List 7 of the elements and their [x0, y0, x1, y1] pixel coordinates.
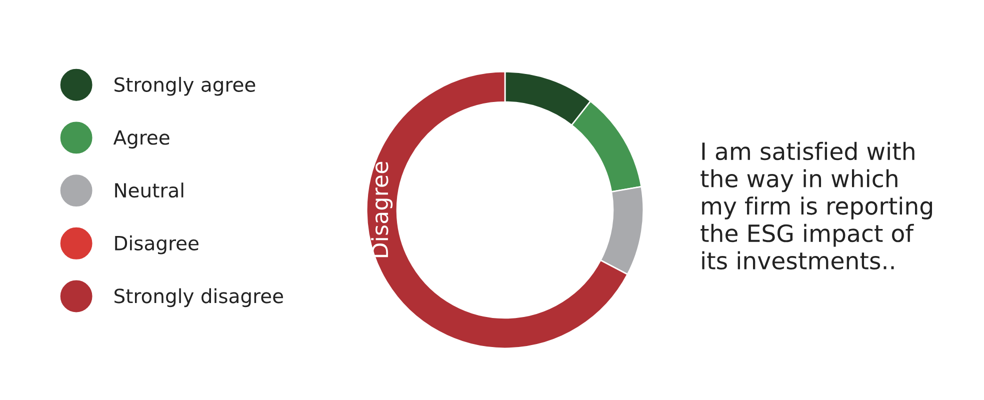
text: I am satisfied with the way in which my firm is reporting the ESG impact of its investments.. [700, 142, 932, 270]
legend-label: Neutral [115, 182, 184, 198]
legend-label: Agree [113, 130, 170, 149]
legend-label: Strongly disagree [114, 288, 284, 308]
legend-label: Strongly agree [114, 76, 256, 96]
legend-label: Disagree [115, 235, 198, 254]
text: Disagree [371, 162, 393, 258]
